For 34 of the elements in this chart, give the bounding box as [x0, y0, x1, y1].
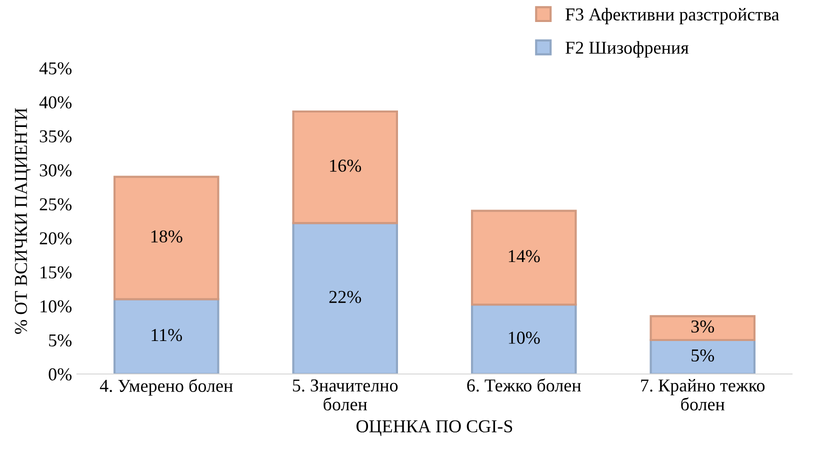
data-label: 16%	[330, 160, 362, 172]
y-tick-label: 35%	[40, 130, 72, 142]
legend-label: F3 Афективни разстройства	[566, 8, 780, 24]
y-tick-label: 45%	[39, 62, 72, 74]
bar	[113, 298, 220, 374]
data-label: 22%	[329, 290, 362, 304]
x-axis-title: ОЦЕНКА ПО CGI-S	[356, 420, 512, 436]
data-label: 5%	[692, 349, 714, 362]
legend-label: F2 Шизофрения	[566, 41, 689, 58]
y-tick-label: 15%	[40, 266, 72, 278]
bar	[292, 222, 398, 374]
bar	[470, 304, 577, 374]
bar	[650, 338, 756, 374]
data-label: 10%	[508, 332, 540, 344]
bar	[470, 210, 577, 306]
y-tick-label: 10%	[40, 300, 72, 312]
bar	[292, 110, 398, 224]
x-tick-label: 6. Тежко болен	[467, 378, 581, 392]
x-tick-label: 7. Крайно тежко болен	[641, 379, 765, 410]
y-tick-label: 0%	[48, 368, 72, 380]
y-tick-label: 20%	[40, 232, 72, 244]
y-tick-label: 25%	[40, 198, 72, 210]
x-tick-label: 4. Умерено болен	[100, 378, 233, 396]
data-label: 14%	[508, 250, 540, 262]
bar	[650, 315, 756, 342]
bar	[113, 176, 220, 300]
y-tick-label: 30%	[40, 164, 72, 176]
y-axis-title: % ОТ ВСИЧКИ ПАЦИЕНТИ	[14, 108, 31, 334]
data-label: 3%	[691, 320, 714, 333]
y-tick-label: 5%	[49, 334, 72, 346]
data-label: 11%	[152, 328, 182, 342]
x-tick-label: 5. Значително болен	[292, 379, 398, 410]
y-tick-label: 40%	[39, 96, 72, 108]
data-label: 18%	[151, 230, 182, 243]
